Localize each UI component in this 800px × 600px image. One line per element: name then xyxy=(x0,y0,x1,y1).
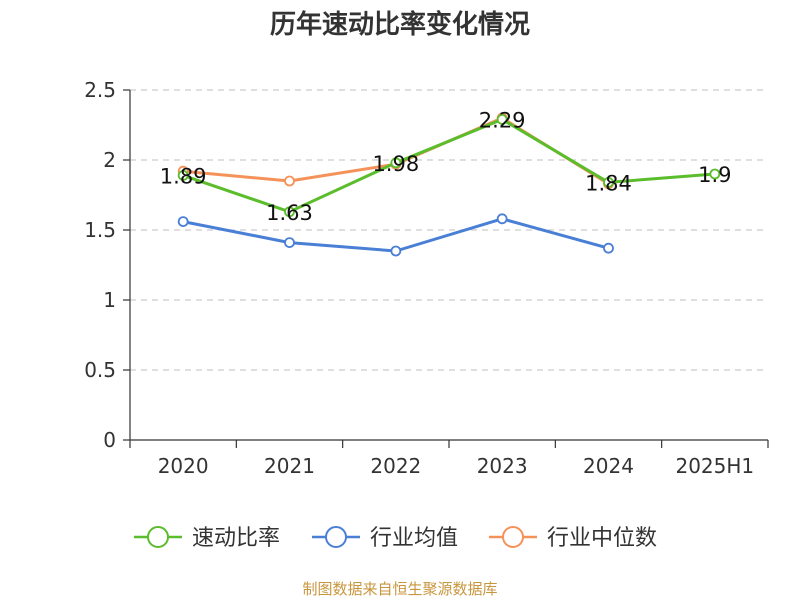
series-2 xyxy=(177,213,614,257)
legend-item: 行业中位数 xyxy=(489,526,657,551)
data-point xyxy=(496,114,508,125)
grid-lines xyxy=(130,89,768,371)
legend-label: 行业均值 xyxy=(370,526,458,551)
series-1 xyxy=(177,114,721,218)
data-label: 1.63 xyxy=(266,201,313,225)
legend-marker xyxy=(502,526,524,548)
data-point xyxy=(390,157,402,169)
data-point xyxy=(603,176,614,188)
legend-item: 速动比率 xyxy=(134,526,280,551)
x-tick-label: 2020 xyxy=(158,454,209,478)
legend: 速动比率 行业均值 行业中位数 xyxy=(134,526,657,551)
x-tick-label: 2021 xyxy=(264,454,315,478)
data-label: 1.98 xyxy=(372,152,419,176)
legend-marker xyxy=(147,526,169,548)
source-note: 制图数据来自恒生聚源数据库 xyxy=(302,580,498,598)
legend-item: 行业均值 xyxy=(312,526,458,551)
data-point xyxy=(709,168,721,180)
legend-label: 行业中位数 xyxy=(547,526,657,551)
y-tick-label: 0 xyxy=(103,428,116,452)
data-label: 1.9 xyxy=(698,163,731,187)
series-line xyxy=(182,117,715,214)
y-tick-label: 2.5 xyxy=(84,78,116,102)
data-label: 1.89 xyxy=(160,164,207,188)
series-layer xyxy=(177,112,721,257)
legend-marker xyxy=(325,526,347,548)
x-tick-label: 2022 xyxy=(370,454,421,478)
chart-title: 历年速动比率变化情况 xyxy=(269,10,530,40)
y-tick-label: 1 xyxy=(103,288,116,312)
y-tick-label: 0.5 xyxy=(84,358,116,382)
data-point xyxy=(177,216,189,228)
data-point xyxy=(496,213,508,225)
data-point xyxy=(177,169,189,181)
data-point xyxy=(284,175,295,187)
axes: 0 0.5 1 1.5 2 2.5 2020 2021 2022 2023 2024 2025H1 xyxy=(84,78,769,478)
data-point xyxy=(284,206,295,218)
data-point xyxy=(390,245,402,257)
data-point xyxy=(603,242,614,254)
x-tick-label: 2025H1 xyxy=(675,454,754,478)
data-label: 1.84 xyxy=(585,171,632,195)
data-point xyxy=(284,237,295,249)
data-label: 2.29 xyxy=(479,108,526,132)
y-tick-label: 1.5 xyxy=(84,218,116,242)
y-tick-label: 2 xyxy=(103,148,116,172)
x-tick-label: 2023 xyxy=(477,454,528,478)
data-labels: 1.89 1.63 1.98 2.29 1.84 1.9 xyxy=(160,108,732,224)
legend-label: 速动比率 xyxy=(192,526,280,551)
x-tick-label: 2024 xyxy=(583,454,634,478)
